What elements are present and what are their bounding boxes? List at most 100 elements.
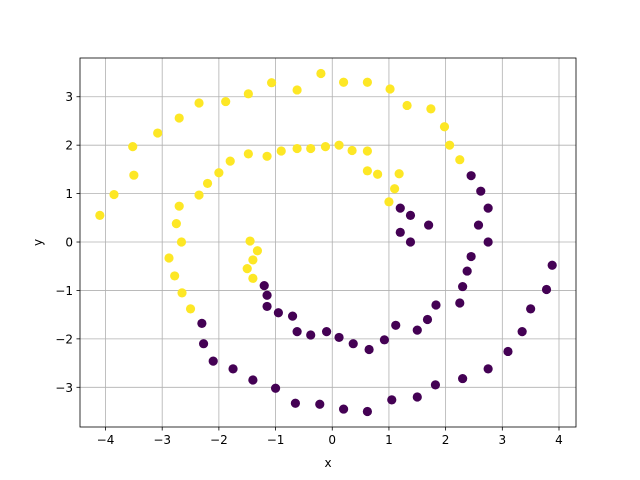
scatter-point (395, 227, 405, 237)
scatter-point (259, 280, 269, 291)
scatter-point (466, 171, 476, 181)
scatter-point (395, 203, 405, 213)
x-tick-label: 1 (385, 433, 393, 447)
y-tick-label: 2 (65, 139, 73, 153)
scatter-point (444, 140, 455, 150)
scatter-point (208, 356, 218, 366)
scatter-point (362, 77, 372, 87)
scatter-point (364, 344, 374, 355)
scatter-point (129, 170, 139, 180)
scatter-point (194, 98, 204, 108)
scatter-point (290, 398, 301, 408)
scatter-point (164, 253, 174, 263)
grid (80, 58, 576, 427)
scatter-point (334, 140, 344, 150)
scatter-point (476, 186, 486, 196)
scatter-point (347, 145, 357, 156)
x-tick-label: 3 (498, 433, 506, 447)
x-tick-label: 0 (328, 433, 336, 447)
x-tick-label: −4 (97, 433, 115, 447)
x-tick-label: 2 (442, 433, 450, 447)
scatter-point (362, 146, 372, 156)
scatter-point (402, 100, 412, 111)
scatter-point (185, 304, 196, 314)
scatter-point (455, 298, 465, 308)
scatter-point (483, 203, 493, 213)
scatter-point (248, 255, 258, 265)
scatter-point (547, 260, 557, 270)
scatter-point (424, 220, 434, 230)
scatter-point (390, 184, 400, 194)
scatter-point (338, 77, 349, 87)
scatter-point (176, 237, 187, 247)
scatter-point (362, 406, 372, 417)
scatter-point (405, 210, 416, 220)
scatter-point (412, 392, 422, 402)
y-tick-label: −1 (55, 284, 73, 298)
axes: −4 −3 −2 −1 0 1 2 3 4 −3 −2 −1 0 1 2 3 (55, 57, 577, 447)
scatter-point (503, 346, 513, 357)
scatter-point (202, 178, 213, 189)
plot-frame (79, 57, 577, 428)
scatter-point (473, 220, 484, 230)
scatter-point (221, 96, 231, 107)
x-axis-label: x (324, 456, 331, 470)
scatter-point (526, 304, 536, 314)
scatter-point (439, 122, 450, 132)
scatter-point (362, 166, 372, 176)
scatter-point (245, 236, 255, 246)
scatter-point (292, 143, 302, 154)
scatter-point (394, 169, 404, 179)
scatter-point (174, 113, 184, 123)
scatter-point (109, 189, 119, 200)
scatter-point (483, 364, 493, 374)
scatter-point (214, 168, 224, 178)
x-tick-label: −3 (153, 433, 171, 447)
scatter-point (431, 300, 441, 310)
scatter-point (379, 335, 390, 345)
x-tick-label: −2 (210, 433, 228, 447)
scatter-point (177, 288, 187, 298)
scatter-point (541, 284, 552, 295)
y-axis-label: y (31, 239, 45, 246)
scatter-point (292, 327, 302, 337)
scatter-point (306, 330, 316, 340)
scatter-point (170, 271, 180, 281)
scatter-point (225, 156, 235, 166)
scatter-point (287, 311, 298, 321)
scatter-point (466, 251, 476, 262)
scatter-point (242, 264, 252, 274)
scatter-point (422, 314, 433, 325)
scatter-point (385, 84, 395, 94)
scatter-point (338, 404, 349, 414)
scatter-point (174, 201, 184, 211)
scatter-point (228, 364, 238, 374)
scatter-point (391, 320, 401, 330)
scatter-point (194, 190, 204, 200)
scatter-point (412, 325, 422, 335)
scatter-point (315, 399, 325, 409)
scatter-point (306, 143, 316, 154)
scatter-point (483, 237, 493, 247)
scatter-point (334, 332, 344, 343)
y-tick-label: 0 (65, 236, 73, 250)
scatter-point (462, 266, 472, 276)
scatter-point (262, 290, 272, 300)
scatter-point (128, 142, 138, 152)
scatter-point (321, 327, 332, 337)
scatter-point (243, 89, 253, 99)
scatter-point (373, 169, 383, 179)
scatter-point (384, 197, 394, 207)
scatter-point (405, 237, 416, 247)
scatter-point (517, 327, 527, 337)
scatter-point (248, 375, 258, 385)
scatter-point (171, 219, 181, 229)
scatter-point (95, 210, 105, 220)
x-tick-label: −1 (267, 433, 285, 447)
scatter-point (262, 301, 272, 312)
scatter-point (387, 395, 397, 405)
scatter-point (348, 339, 358, 349)
scatter-point (252, 246, 263, 256)
data-points (95, 68, 557, 417)
scatter-point (430, 380, 441, 390)
